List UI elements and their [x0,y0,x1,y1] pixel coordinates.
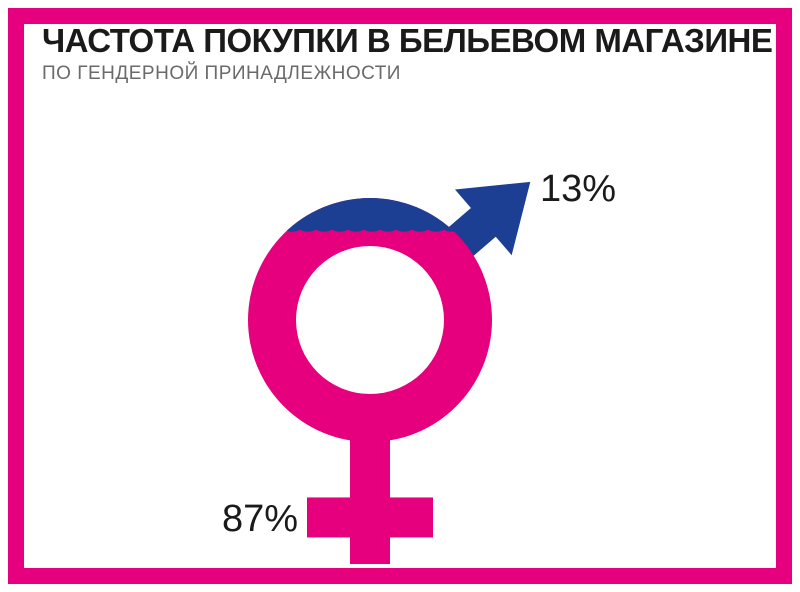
female-percent-label: 87% [222,498,298,541]
chart-title: ЧАСТОТА ПОКУПКИ В БЕЛЬЕВОМ МАГАЗИНЕ [42,24,758,57]
chart-subtitle: ПО ГЕНДЕРНОЙ ПРИНАДЛЕЖНОСТИ [42,63,758,85]
headings: ЧАСТОТА ПОКУПКИ В БЕЛЬЕВОМ МАГАЗИНЕ ПО Г… [42,24,758,85]
gender-symbol-chart [0,0,800,592]
infographic-frame: ЧАСТОТА ПОКУПКИ В БЕЛЬЕВОМ МАГАЗИНЕ ПО Г… [0,0,800,592]
male-percent-label: 13% [540,168,616,211]
